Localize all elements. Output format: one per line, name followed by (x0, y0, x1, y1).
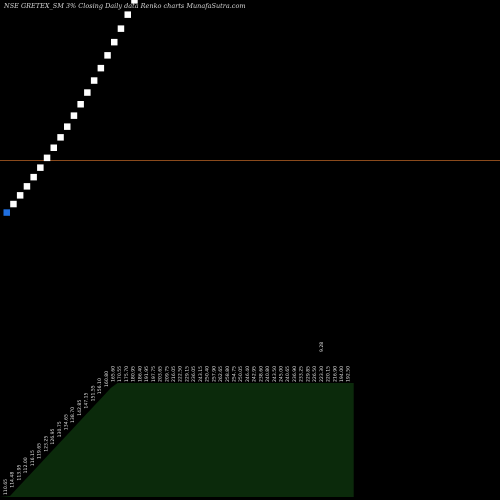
price-tick-label: 209.75 (164, 366, 170, 382)
price-tick-label: 250.05 (238, 366, 244, 382)
price-tick-label: 130.75 (57, 421, 63, 437)
price-tick-label: 113.95 (16, 464, 22, 480)
price-tick-label: 220.15 (326, 366, 332, 382)
price-tick-label: 116.15 (30, 450, 36, 466)
volume-area (0, 383, 354, 497)
extra-price-label: 9.28 (319, 342, 325, 352)
price-tick-label: 258.80 (225, 366, 231, 382)
price-tick-label: 175.70 (124, 366, 130, 382)
price-tick-label: 170.55 (117, 366, 123, 382)
price-tick-label: 216.90 (332, 366, 338, 382)
price-tick-label: 222.50 (178, 366, 184, 382)
price-tick-label: 165.60 (111, 366, 117, 382)
price-tick-label: 191.95 (144, 366, 150, 382)
price-tick-label: 197.75 (151, 366, 157, 382)
price-tick-label: 250.40 (205, 366, 211, 382)
price-tick-label: 156.10 (97, 378, 103, 394)
renko-brick-up (10, 200, 17, 208)
price-tick-label: 257.90 (211, 366, 217, 382)
price-tick-label: 147.15 (84, 392, 90, 408)
renko-brick-up (50, 144, 57, 151)
price-tick-label: 112.00 (23, 457, 29, 473)
price-tick-label: 216.05 (171, 366, 177, 382)
price-tick-label: 246.40 (245, 366, 251, 382)
price-tick-label: 226.50 (312, 366, 318, 382)
renko-brick-up (57, 134, 64, 141)
price-tick-label: 186.40 (137, 366, 143, 382)
price-tick-label: 243.50 (272, 366, 278, 382)
price-tick-label: 240.80 (265, 366, 271, 382)
price-tick-label: 203.65 (158, 366, 164, 382)
price-tick-label: 236.05 (191, 366, 197, 382)
price-tick-label: 180.95 (131, 366, 137, 382)
price-tick-label: 238.60 (258, 366, 264, 382)
price-tick-label: 134.65 (64, 414, 70, 430)
renko-brick-up (64, 123, 71, 130)
renko-brick-up (43, 154, 51, 162)
renko-brick-up (30, 173, 37, 181)
price-tick-label: 126.95 (50, 428, 56, 444)
renko-brick-up (111, 38, 118, 46)
price-tick-label: 110.65 (3, 479, 9, 495)
renko-brick-up (131, 0, 138, 4)
price-tick-label: 194.00 (339, 366, 345, 382)
price-tick-label: 243.15 (198, 366, 204, 382)
chart-title: NSE GRETEX_SM 3% Closing Daily data Renk… (4, 2, 246, 10)
price-tick-label: 262.65 (218, 366, 224, 382)
renko-brick-up (90, 77, 98, 84)
renko-brick-up (117, 25, 125, 32)
price-tick-label: 160.80 (104, 371, 110, 387)
renko-brick-up (37, 164, 44, 171)
price-tick-label: 119.65 (37, 443, 43, 459)
price-tick-label: 138.70 (70, 407, 76, 423)
price-tick-label: 229.85 (305, 366, 311, 382)
price-tick-label: 236.90 (292, 366, 298, 382)
price-tick-label: 142.85 (77, 400, 83, 416)
renko-brick-up (16, 192, 24, 199)
renko-brick-up (77, 101, 84, 108)
price-tick-label: 254.75 (232, 366, 238, 382)
price-tick-label: 233.25 (299, 366, 305, 382)
renko-brick-up (70, 112, 78, 119)
price-tick-label: 123.25 (43, 436, 49, 452)
renko-brick-up (97, 64, 105, 72)
price-tick-label: 223.30 (319, 366, 325, 382)
renko-brick-up (84, 89, 91, 96)
price-tick-label: 229.15 (184, 366, 190, 382)
price-tick-label: 245.00 (279, 366, 285, 382)
renko-brick-down (3, 209, 10, 216)
price-tick-label: 114.48 (10, 472, 16, 488)
price-tick-label: 242.95 (252, 366, 258, 382)
price-tick-label: 192.50 (346, 366, 352, 382)
renko-brick-up (23, 183, 31, 190)
renko-brick-up (124, 11, 131, 18)
renko-brick-up (104, 52, 111, 59)
price-tick-label: 151.55 (90, 385, 96, 401)
price-tick-label: 240.65 (285, 366, 291, 382)
